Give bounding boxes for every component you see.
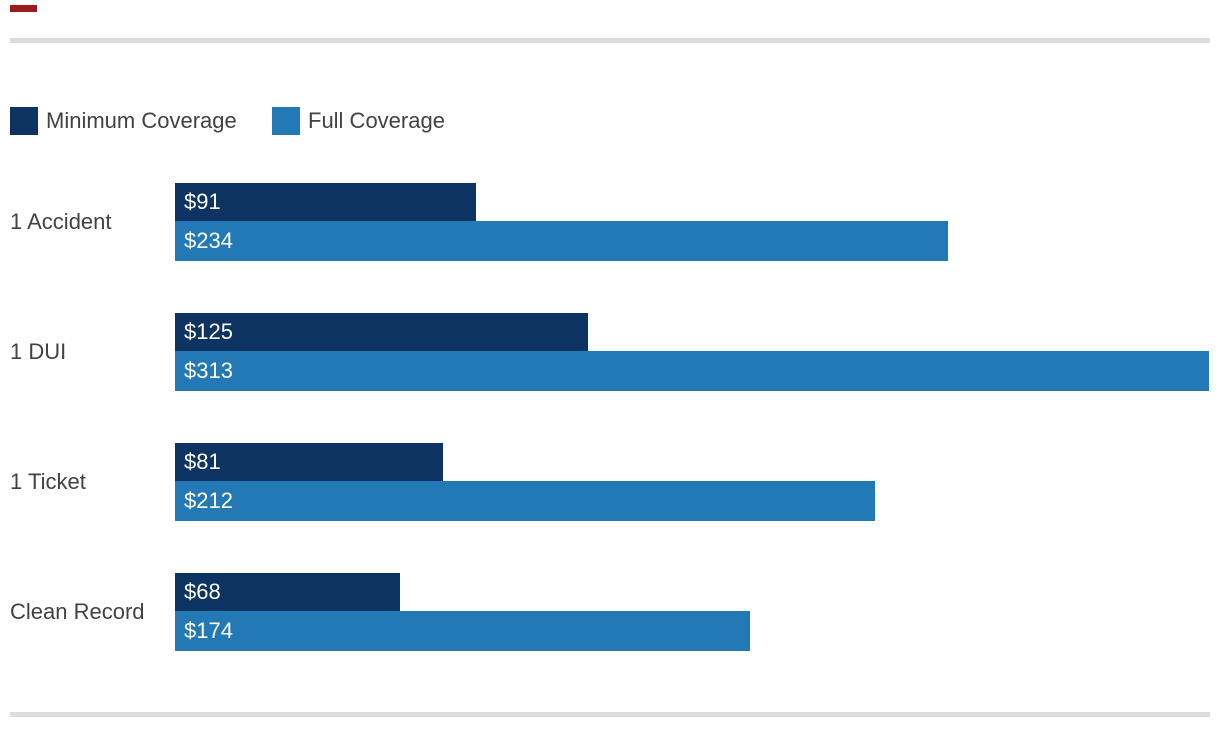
legend-label-full-coverage: Full Coverage [308, 108, 445, 133]
bar-value-label: $125 [184, 319, 233, 344]
category-label-1-dui: 1 DUI [10, 339, 67, 364]
bar-value-label: $91 [184, 189, 221, 214]
category-label-1-accident: 1 Accident [10, 209, 112, 234]
bar-minimum-coverage-1-ticket[interactable]: $81 [175, 443, 443, 481]
bar-full-coverage-1-dui[interactable]: $313 [175, 351, 1209, 391]
category-label-1-ticket: 1 Ticket [10, 469, 86, 494]
category-label-clean-record: Clean Record [10, 599, 145, 624]
bar-value-label: $81 [184, 449, 221, 474]
red-dash-marker [10, 5, 37, 12]
legend-swatch-full-coverage-icon [272, 107, 300, 135]
bar-full-coverage-clean-record[interactable]: $174 [175, 611, 750, 651]
bar-value-label: $212 [184, 488, 233, 513]
bar-value-label: $234 [184, 228, 233, 253]
legend-swatch-minimum-coverage-icon [10, 107, 38, 135]
bar-value-label: $174 [184, 618, 233, 643]
top-divider [10, 38, 1210, 43]
bar-full-coverage-1-ticket[interactable]: $212 [175, 481, 875, 521]
legend-label-minimum-coverage: Minimum Coverage [46, 108, 237, 133]
legend-item-minimum-coverage: Minimum Coverage [10, 107, 237, 135]
bar-minimum-coverage-1-accident[interactable]: $91 [175, 183, 476, 221]
bar-value-label: $313 [184, 358, 233, 383]
legend-item-full-coverage: Full Coverage [272, 107, 445, 135]
bar-value-label: $68 [184, 579, 221, 604]
bar-minimum-coverage-clean-record[interactable]: $68 [175, 573, 400, 611]
bar-full-coverage-1-accident[interactable]: $234 [175, 221, 948, 261]
bottom-divider [10, 712, 1210, 717]
bar-minimum-coverage-1-dui[interactable]: $125 [175, 313, 588, 351]
